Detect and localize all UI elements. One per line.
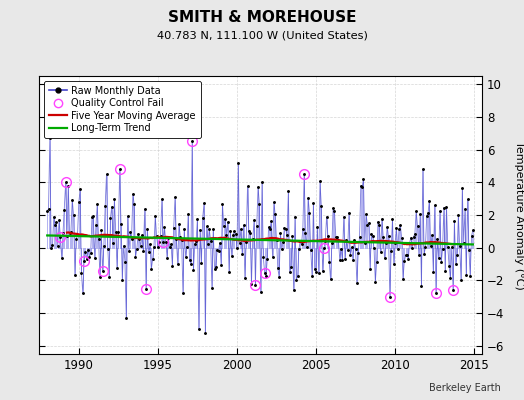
Text: Berkeley Earth: Berkeley Earth [429,383,500,393]
Legend: Raw Monthly Data, Quality Control Fail, Five Year Moving Average, Long-Term Tren: Raw Monthly Data, Quality Control Fail, … [44,81,201,138]
Text: 40.783 N, 111.100 W (United States): 40.783 N, 111.100 W (United States) [157,30,367,40]
Y-axis label: Temperature Anomaly (°C): Temperature Anomaly (°C) [514,141,524,289]
Text: SMITH & MOREHOUSE: SMITH & MOREHOUSE [168,10,356,25]
